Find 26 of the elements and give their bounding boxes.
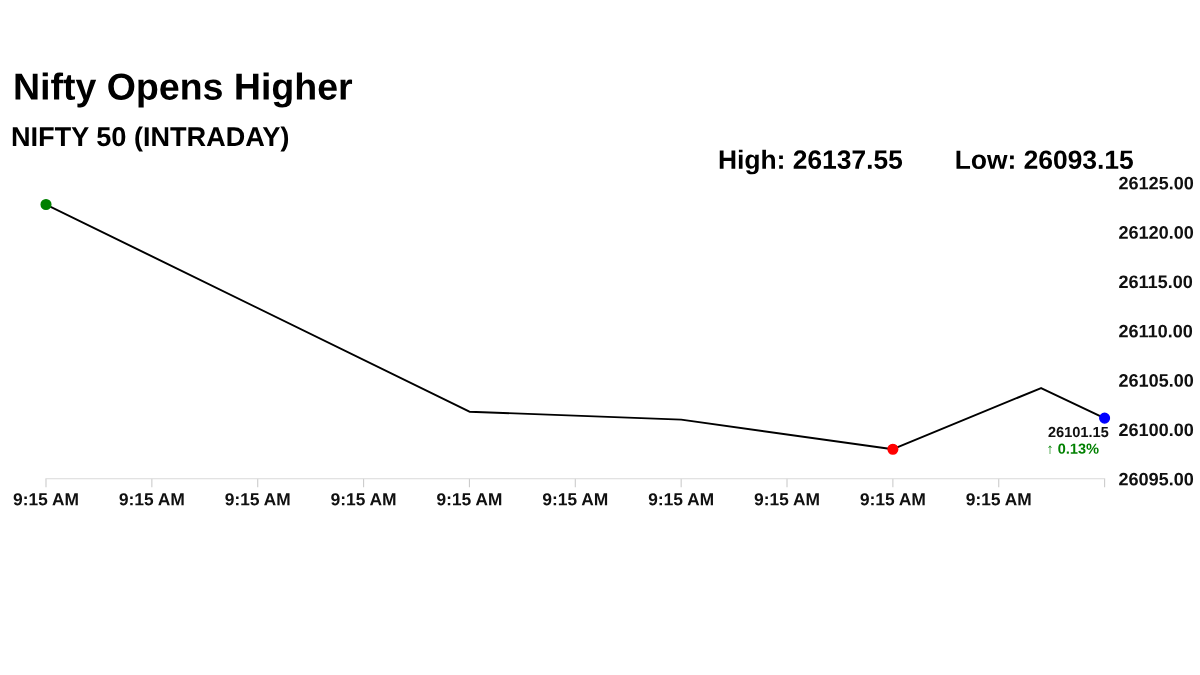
x-tick-label: 9:15 AM xyxy=(13,493,78,506)
y-tick-label: 26115.00 xyxy=(1119,275,1193,289)
annotation: ↑ 0.13% xyxy=(1048,443,1099,455)
x-tick-label: 9:15 AM xyxy=(966,493,1031,506)
x-tick-label: 9:15 AM xyxy=(648,493,713,506)
x-tick-label: 9:15 AM xyxy=(860,493,925,506)
x-tick-label: 9:15 AM xyxy=(542,493,608,506)
chart-title: Nifty Opens Higher xyxy=(15,72,353,108)
y-tick-label: 26110.00 xyxy=(1119,324,1193,338)
y-tick-label: 26120.00 xyxy=(1119,226,1194,239)
y-tick-label: 26125.00 xyxy=(1119,176,1194,190)
y-tick-label: 26095.00 xyxy=(1119,472,1194,486)
point xyxy=(1099,412,1111,424)
text: Low: 26093.15 xyxy=(956,150,1133,170)
x-tick-label: 9:15 AM xyxy=(754,493,819,506)
chart-subtitle: NIFTY 50 (INTRADAY) xyxy=(12,126,289,152)
y-tick-label: 26100.00 xyxy=(1119,423,1194,437)
y-tick-label: 26105.00 xyxy=(1119,374,1194,387)
text: High: 26137.55 xyxy=(719,149,903,175)
x-tick-label: 9:15 AM xyxy=(437,493,502,506)
x-tick-label: 9:15 AM xyxy=(225,493,290,506)
x-tick-label: 9:15 AM xyxy=(119,493,184,506)
x-tick-label: 9:15 AM xyxy=(331,493,396,506)
data-label: 26101.15 xyxy=(1048,426,1109,438)
point xyxy=(887,443,899,455)
point xyxy=(40,198,52,211)
